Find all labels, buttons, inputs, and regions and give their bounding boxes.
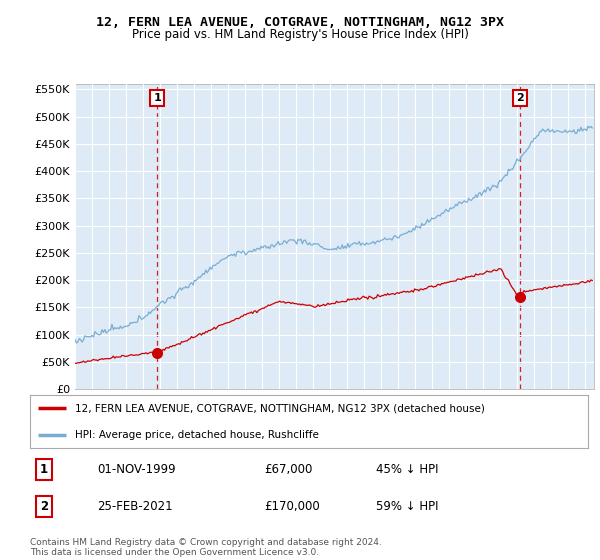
Text: 2: 2 [40,500,48,513]
Text: 12, FERN LEA AVENUE, COTGRAVE, NOTTINGHAM, NG12 3PX: 12, FERN LEA AVENUE, COTGRAVE, NOTTINGHA… [96,16,504,29]
Text: £170,000: £170,000 [265,500,320,513]
Text: 01-NOV-1999: 01-NOV-1999 [97,463,176,476]
Text: 59% ↓ HPI: 59% ↓ HPI [376,500,439,513]
Text: 12, FERN LEA AVENUE, COTGRAVE, NOTTINGHAM, NG12 3PX (detached house): 12, FERN LEA AVENUE, COTGRAVE, NOTTINGHA… [74,403,485,413]
Text: HPI: Average price, detached house, Rushcliffe: HPI: Average price, detached house, Rush… [74,430,319,440]
Text: 2: 2 [516,93,524,103]
Text: 1: 1 [40,463,48,476]
Text: 25-FEB-2021: 25-FEB-2021 [97,500,173,513]
Text: Contains HM Land Registry data © Crown copyright and database right 2024.
This d: Contains HM Land Registry data © Crown c… [30,538,382,557]
Text: 45% ↓ HPI: 45% ↓ HPI [376,463,439,476]
Text: 1: 1 [154,93,161,103]
Text: £67,000: £67,000 [265,463,313,476]
Text: Price paid vs. HM Land Registry's House Price Index (HPI): Price paid vs. HM Land Registry's House … [131,28,469,41]
